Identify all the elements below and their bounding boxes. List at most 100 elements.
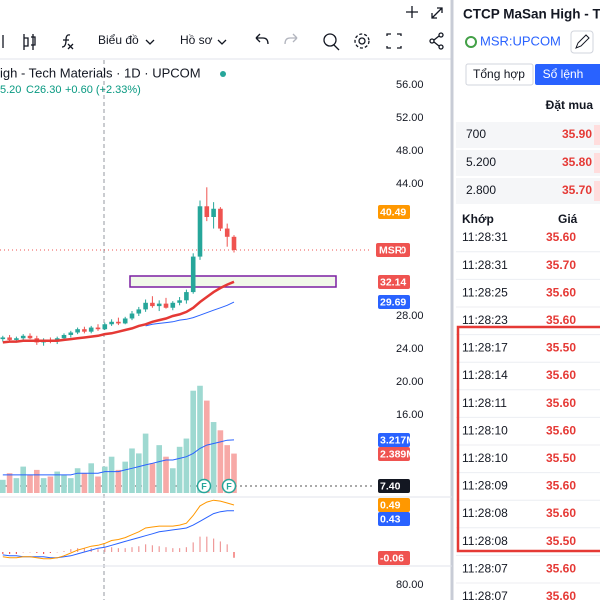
bid-row (456, 150, 600, 176)
macd-histogram (104, 548, 106, 552)
candle-body (27, 335, 33, 339)
candle-body (170, 302, 176, 308)
price-tick-label: 48.00 (396, 145, 424, 157)
volume-bar (156, 445, 162, 493)
volume-bar (20, 466, 26, 493)
price-badge (378, 447, 410, 461)
trade-price: 35.70 (546, 258, 576, 272)
macd-histogram (97, 549, 99, 552)
undo-icon[interactable] (255, 33, 269, 45)
price-badge-label: 0.43 (380, 513, 401, 525)
menu-caret[interactable] (145, 39, 155, 45)
price-tick-label: 24.00 (396, 343, 424, 355)
candle-body (190, 256, 196, 293)
bid-header: Đặt mua (546, 98, 594, 112)
volume-bar (115, 469, 122, 493)
macd-histogram (192, 542, 194, 552)
redo-icon[interactable] (284, 33, 298, 45)
edit-icon (575, 34, 590, 49)
candle-icon[interactable] (2, 34, 36, 50)
ticker-icon (465, 36, 477, 48)
volume-bar (74, 468, 81, 493)
macd-histogram (206, 536, 208, 552)
ma-line (145, 301, 235, 327)
trade-price: 35.60 (546, 285, 576, 299)
candle-body (156, 303, 162, 307)
macd-histogram (117, 548, 119, 552)
macd-histogram (15, 552, 17, 554)
trade-price: 35.60 (546, 368, 576, 382)
bid-bar (594, 125, 600, 145)
trade-time: 11:28:10 (462, 451, 508, 465)
expand-icon[interactable] (431, 7, 443, 19)
volume-bar (149, 463, 156, 493)
volume-bar (68, 478, 74, 493)
bid-volume: 5.200 (466, 155, 496, 169)
volume-bar (61, 474, 67, 493)
volume-bar (54, 471, 60, 493)
ohlc-value: C26.30 (26, 84, 61, 96)
ohlc-value: 5.20 (0, 84, 21, 96)
macd-histogram (151, 545, 153, 552)
bid-price: 35.80 (562, 155, 592, 169)
candle-body (75, 329, 80, 333)
macd-histogram (22, 552, 24, 553)
price-badge-label: 29.69 (380, 296, 406, 308)
toolbar-menu[interactable]: Hồ sơ (180, 33, 213, 47)
candle-body (122, 318, 128, 324)
macd-histogram (158, 546, 160, 552)
trade-header: Khớp (462, 212, 494, 226)
trade-price: 35.60 (546, 506, 576, 520)
edit-button[interactable] (570, 30, 594, 54)
candle-body (0, 337, 6, 340)
trade-time: 11:28:10 (462, 423, 508, 437)
volume-bar (142, 433, 149, 493)
add-icon[interactable] (406, 6, 418, 18)
volume-ma-line (2, 439, 235, 476)
macd-histogram (179, 548, 181, 552)
volume-bar (13, 478, 20, 493)
tab[interactable] (535, 64, 600, 85)
macd-histogram (172, 548, 174, 552)
gear-icon[interactable] (358, 37, 366, 45)
trade-price: 35.50 (546, 341, 576, 355)
price-tick-label: 56.00 (396, 79, 424, 91)
event-marker[interactable] (196, 478, 212, 494)
price-badge (378, 512, 410, 526)
highlight-box (456, 325, 600, 553)
toolbar-menu[interactable]: Biểu đồ (98, 33, 139, 47)
share-icon[interactable] (429, 38, 435, 44)
macd-histogram (219, 541, 221, 552)
candle-body (204, 206, 210, 217)
candle-body (68, 332, 74, 335)
trade-time: 11:28:07 (462, 561, 508, 575)
volume-bar (6, 473, 13, 493)
candle-body (20, 335, 26, 339)
volume-bar (122, 461, 128, 493)
trade-time: 11:28:08 (462, 534, 508, 548)
trade-time: 11:28:23 (462, 313, 508, 327)
volume-bar (47, 476, 54, 493)
macd-histogram (199, 536, 201, 552)
symbol-badge-label: MSR (379, 244, 403, 256)
candle-body (218, 208, 223, 229)
volume-bar (129, 448, 135, 493)
menu-caret[interactable] (217, 39, 227, 45)
tab[interactable] (465, 63, 534, 86)
trade-time: 11:28:31 (462, 258, 508, 272)
event-marker[interactable] (221, 478, 237, 494)
zoom-icon[interactable] (323, 33, 337, 47)
chart-title: igh - Tech Materials · 1D · UPCOM (0, 65, 201, 80)
price-badge (378, 205, 410, 219)
candle-body (61, 334, 67, 339)
indicator-icon[interactable] (61, 34, 74, 50)
bid-price: 35.90 (562, 127, 592, 141)
bid-volume: 700 (466, 127, 486, 141)
price-tick-label: 28.00 (396, 310, 424, 322)
macd-histogram (83, 548, 85, 552)
macd-histogram (111, 547, 113, 552)
volume-bar (231, 453, 237, 493)
fullscreen-icon[interactable] (386, 33, 402, 49)
candle-body (95, 327, 101, 330)
macd-histogram (49, 552, 51, 553)
